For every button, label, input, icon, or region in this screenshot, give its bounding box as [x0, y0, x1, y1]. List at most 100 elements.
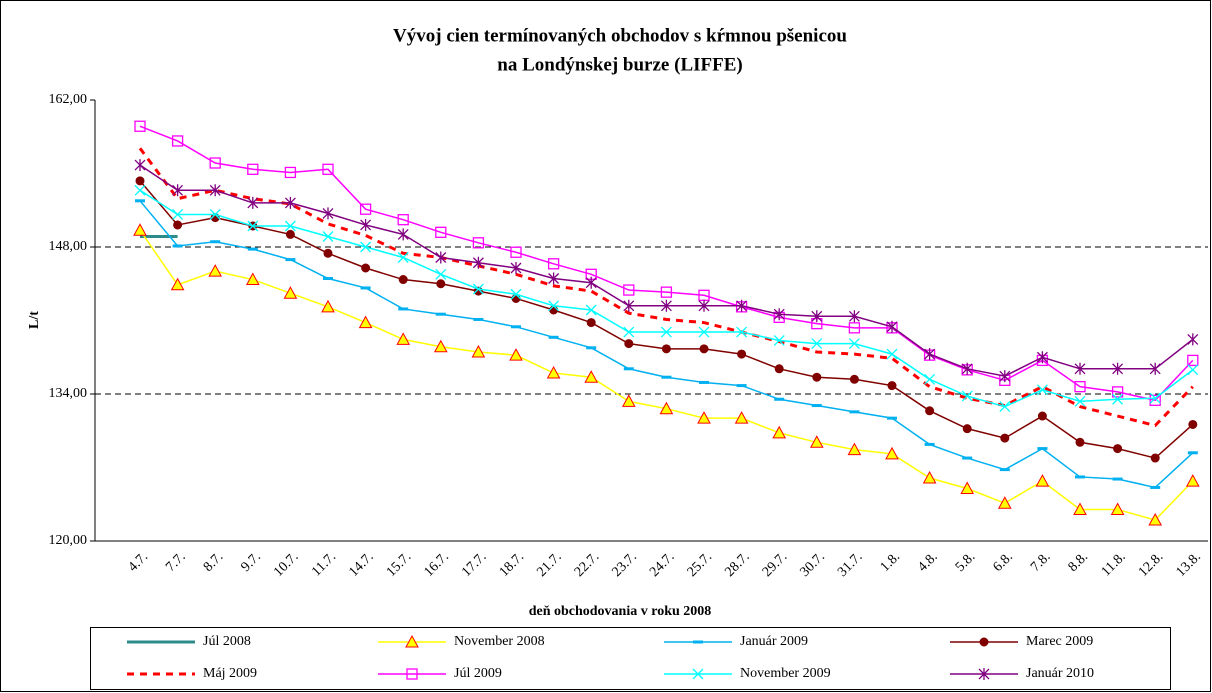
marker: [397, 252, 409, 263]
marker: [772, 425, 787, 439]
marker: [773, 308, 785, 321]
legend-label: November 2008: [454, 634, 545, 649]
marker: [887, 381, 897, 391]
marker: [209, 184, 221, 197]
legend-label: Marec 2009: [1026, 634, 1093, 649]
marker: [209, 157, 221, 169]
marker: [885, 446, 899, 460]
marker: [1111, 386, 1124, 398]
marker: [1188, 419, 1198, 429]
marker: [999, 401, 1011, 413]
marker: [924, 348, 936, 361]
marker: [285, 229, 295, 239]
marker: [734, 411, 749, 424]
marker: [922, 470, 937, 484]
marker: [1187, 354, 1199, 367]
chart-title: na Londýnskej burze (LIFFE): [497, 54, 742, 75]
marker: [697, 411, 711, 424]
marker: [247, 196, 259, 209]
marker: [134, 159, 146, 172]
marker: [960, 481, 975, 494]
marker: [548, 300, 560, 312]
marker: [1185, 474, 1200, 487]
marker: [961, 390, 973, 402]
marker: [660, 299, 672, 312]
y-tick-label: 120,00: [49, 533, 88, 548]
marker: [284, 196, 296, 209]
marker: [172, 184, 184, 197]
marker: [133, 223, 147, 236]
marker: [284, 166, 297, 179]
marker: [1149, 394, 1161, 406]
marker: [134, 184, 146, 196]
marker: [546, 365, 561, 379]
marker: [661, 344, 671, 354]
marker: [1187, 333, 1199, 346]
marker: [361, 263, 371, 273]
marker: [284, 220, 296, 232]
marker: [886, 320, 898, 333]
marker: [1035, 474, 1050, 487]
marker: [510, 288, 522, 300]
marker: [472, 256, 484, 269]
marker: [172, 208, 184, 220]
marker: [999, 370, 1011, 383]
marker: [886, 348, 898, 360]
legend-label: Júl 2009: [454, 666, 502, 681]
marker: [1073, 502, 1087, 515]
marker: [549, 305, 559, 315]
marker: [433, 339, 448, 353]
marker: [406, 668, 418, 680]
marker: [135, 176, 145, 186]
marker: [848, 310, 860, 323]
marker: [962, 424, 972, 434]
marker: [979, 637, 989, 647]
marker: [358, 315, 373, 329]
marker: [173, 220, 183, 230]
marker: [692, 668, 704, 680]
marker: [698, 299, 710, 312]
legend-label: Júl 2008: [203, 634, 251, 649]
marker: [736, 326, 748, 338]
y-tick-label: 162,00: [49, 92, 88, 107]
marker: [510, 262, 522, 274]
marker: [435, 226, 447, 238]
marker: [510, 246, 522, 258]
marker: [848, 338, 860, 350]
y-tick-label: 134,00: [49, 386, 88, 401]
marker: [472, 237, 485, 249]
marker: [208, 264, 223, 277]
marker: [245, 272, 260, 286]
marker: [584, 370, 599, 383]
marker: [435, 268, 447, 280]
series-line: [139, 125, 1194, 402]
marker: [811, 338, 823, 350]
marker: [1149, 362, 1161, 375]
marker: [1187, 364, 1199, 376]
marker: [323, 248, 333, 258]
marker: [737, 349, 747, 359]
marker: [924, 373, 936, 385]
legend-label: November 2009: [740, 666, 831, 681]
marker: [586, 318, 596, 328]
marker: [660, 286, 673, 298]
marker: [359, 203, 372, 215]
marker: [134, 120, 146, 132]
marker: [961, 362, 973, 375]
marker: [360, 241, 372, 253]
marker: [811, 310, 823, 323]
marker: [848, 322, 861, 334]
marker: [396, 332, 411, 345]
marker: [1074, 362, 1086, 375]
marker: [660, 326, 672, 338]
marker: [283, 286, 298, 299]
marker: [322, 231, 334, 242]
marker: [397, 228, 409, 241]
marker: [1110, 502, 1125, 515]
marker: [623, 284, 635, 296]
marker: [1000, 433, 1010, 443]
marker: [736, 299, 748, 312]
marker: [621, 394, 636, 407]
